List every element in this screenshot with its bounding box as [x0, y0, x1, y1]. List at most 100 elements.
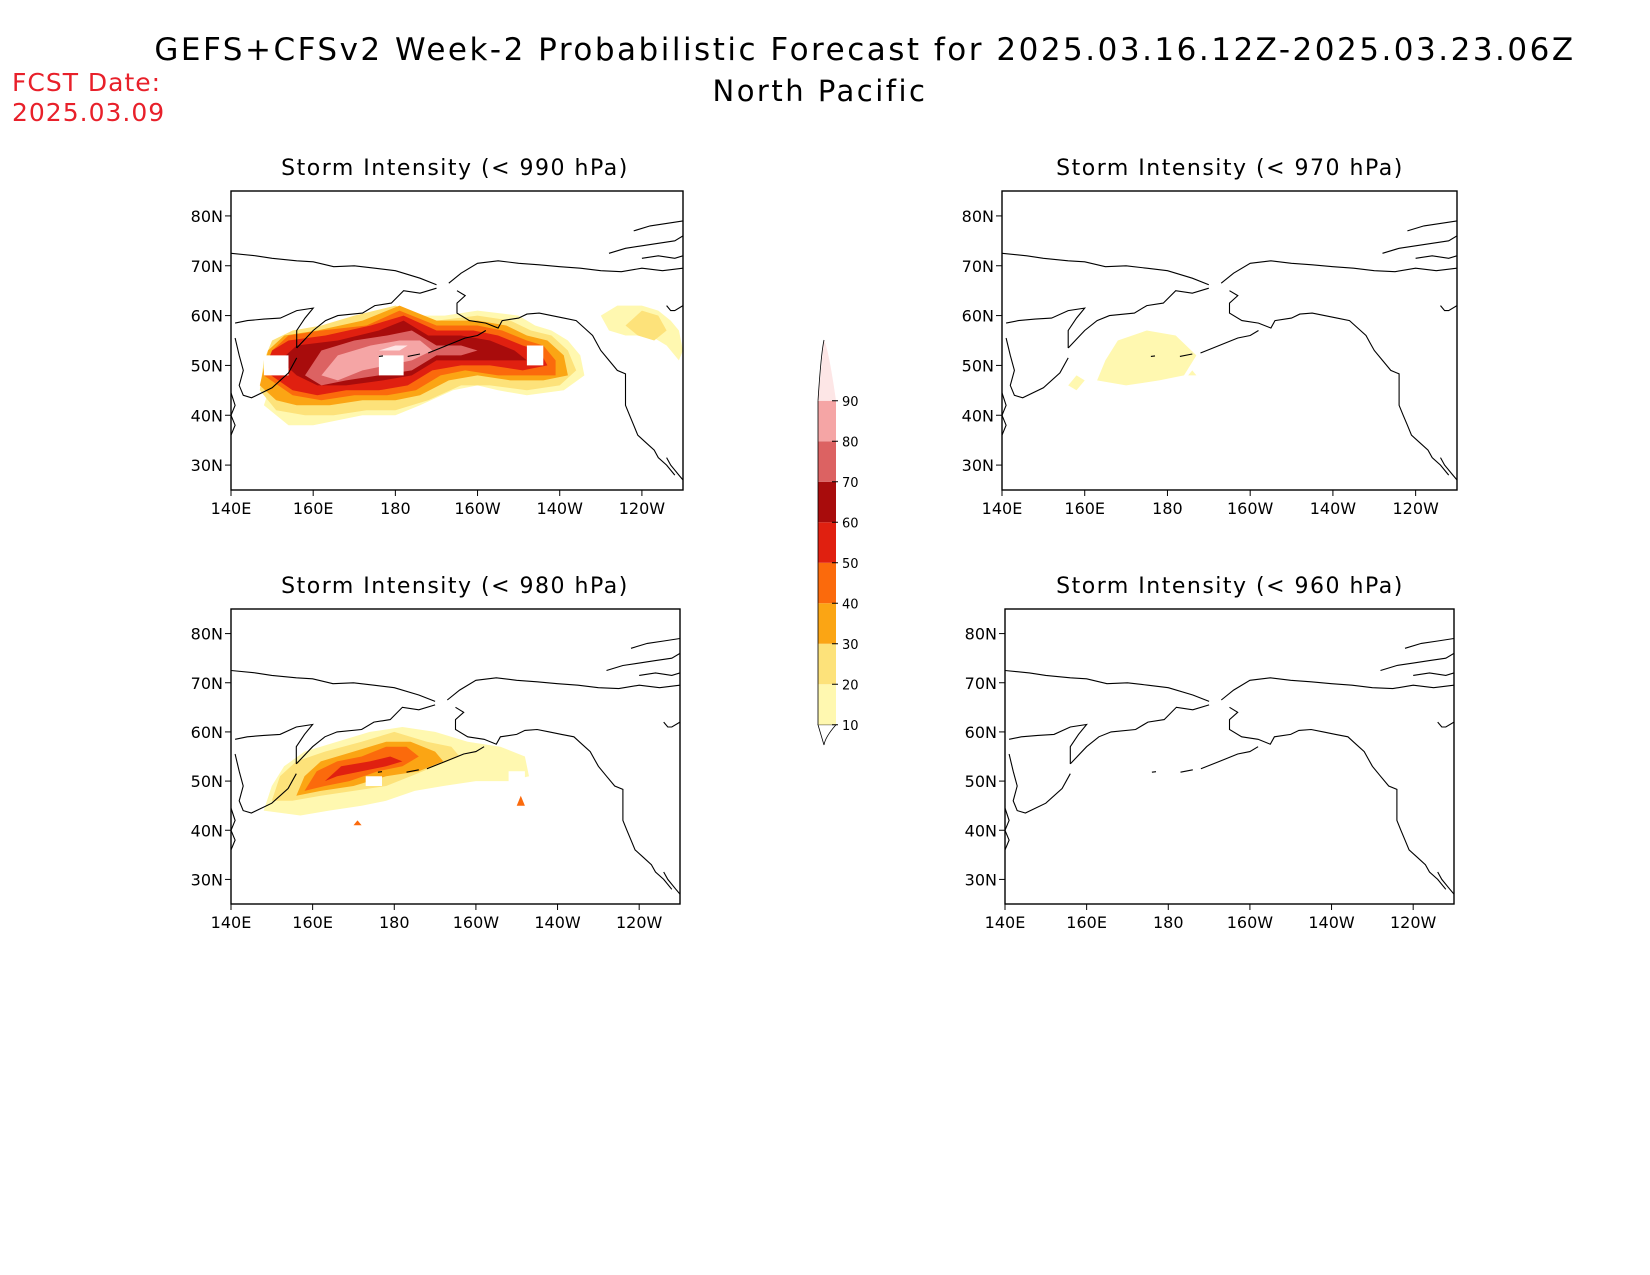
fcst-date-value: 2025.03.09	[12, 98, 166, 127]
lat-tick-label: 30N	[962, 456, 994, 475]
color-bar-tick-label: 60	[842, 516, 859, 531]
coastline	[1437, 871, 1454, 895]
map-panel-p970: Storm Intensity (< 970 hPa) 140E 160E 180 16…	[962, 156, 1458, 518]
lat-tick-label: 70N	[962, 257, 994, 276]
color-bar-tick-label: 80	[842, 435, 859, 450]
color-bar-lower-tail	[817, 724, 837, 746]
map-frame	[230, 608, 681, 905]
lat-tick-label: 80N	[962, 207, 994, 226]
coastline	[448, 260, 683, 284]
map-panel-p960: Storm Intensity (< 960 hPa) 140E 160E 180 16…	[965, 574, 1455, 932]
coastline	[407, 353, 421, 357]
lon-tick-label: 140W	[534, 913, 581, 932]
lon-tick-label: 120W	[619, 499, 666, 518]
probability-area	[324, 756, 403, 782]
probability-area	[625, 310, 667, 341]
coastline	[1069, 704, 1210, 765]
panel-title: Storm Intensity (< 980 hPa)	[281, 574, 629, 599]
coastline	[296, 287, 437, 349]
coastline	[1404, 637, 1454, 649]
coastline	[1220, 677, 1454, 701]
coastline	[1415, 255, 1457, 259]
lat-tick-label: 50N	[191, 356, 223, 375]
coastline	[234, 307, 315, 348]
lon-tick-label: 140E	[211, 499, 252, 518]
coastline	[1407, 220, 1457, 232]
lat-tick-label: 30N	[191, 870, 223, 889]
color-bar-tick-label: 10	[842, 719, 859, 734]
color-bar-tick-label: 90	[842, 395, 859, 410]
lat-tick-label: 30N	[191, 456, 223, 475]
coastline	[1228, 706, 1447, 890]
masked-area	[378, 355, 404, 376]
masked-area	[365, 776, 382, 786]
coastline	[1005, 807, 1010, 851]
coastline	[639, 672, 680, 676]
lon-tick-label: 120W	[1392, 499, 1439, 518]
coastline	[1151, 771, 1157, 773]
coastline	[1180, 769, 1193, 773]
coastline	[1005, 307, 1087, 348]
lat-tick-label: 40N	[965, 821, 997, 840]
coastline	[1220, 260, 1457, 284]
lon-tick-label: 180	[379, 913, 410, 932]
lat-tick-label: 70N	[191, 674, 223, 693]
color-bar-tick-label: 30	[842, 638, 859, 653]
coastline	[446, 677, 680, 701]
color-bar-tick-label: 50	[842, 557, 859, 572]
coastline	[663, 721, 680, 728]
coastline	[1002, 392, 1007, 436]
coastline	[1005, 669, 1210, 702]
lat-tick-label: 50N	[962, 356, 994, 375]
coastline	[666, 305, 683, 312]
coastline	[234, 753, 297, 814]
lat-tick-label: 80N	[191, 625, 223, 644]
panel-title: Storm Intensity (< 960 hPa)	[1056, 574, 1404, 599]
coastline	[231, 807, 236, 851]
lat-tick-label: 60N	[965, 723, 997, 742]
coastline	[606, 652, 680, 672]
coastline	[454, 706, 673, 890]
probability-area	[1188, 370, 1197, 376]
lon-tick-label: 180	[380, 499, 411, 518]
coastline	[633, 220, 683, 232]
lat-tick-label: 40N	[962, 406, 994, 425]
coastline	[1150, 355, 1156, 357]
masked-area	[526, 345, 544, 366]
lon-tick-label: 120W	[1390, 913, 1437, 932]
coastline	[456, 290, 676, 476]
lon-tick-label: 160E	[292, 913, 333, 932]
coastline	[378, 355, 384, 357]
color-bar-segment	[818, 603, 836, 644]
lon-tick-label: 140W	[1310, 499, 1357, 518]
lon-tick-label: 160W	[453, 913, 500, 932]
lon-tick-label: 140E	[211, 913, 252, 932]
lat-tick-label: 60N	[191, 307, 223, 326]
coastline	[1440, 457, 1457, 481]
coastline	[295, 704, 436, 765]
lon-tick-label: 140E	[982, 499, 1023, 518]
coastline	[663, 871, 680, 895]
probability-area	[1068, 375, 1085, 391]
lon-tick-label: 180	[1153, 913, 1184, 932]
lon-tick-label: 160W	[454, 499, 501, 518]
main-title: GEFS+CFSv2 Week-2 Probabilistic Forecast…	[154, 32, 1576, 68]
color-bar-segment	[818, 400, 836, 442]
lon-tick-label: 180	[1152, 499, 1183, 518]
color-bar-segment	[818, 481, 836, 523]
probability-area	[516, 795, 525, 806]
color-bar-segment	[818, 522, 836, 563]
color-bar-segment	[818, 441, 836, 482]
coastline	[666, 457, 683, 481]
coastline	[377, 771, 383, 773]
probability-area	[321, 340, 433, 381]
color-bar-segment	[818, 684, 836, 725]
lat-tick-label: 50N	[965, 772, 997, 791]
lon-tick-label: 160E	[293, 499, 334, 518]
coastline	[1437, 721, 1454, 728]
lat-tick-label: 30N	[965, 870, 997, 889]
coastline	[1380, 652, 1454, 672]
coastline	[1008, 753, 1071, 814]
lon-tick-label: 140W	[1308, 913, 1355, 932]
